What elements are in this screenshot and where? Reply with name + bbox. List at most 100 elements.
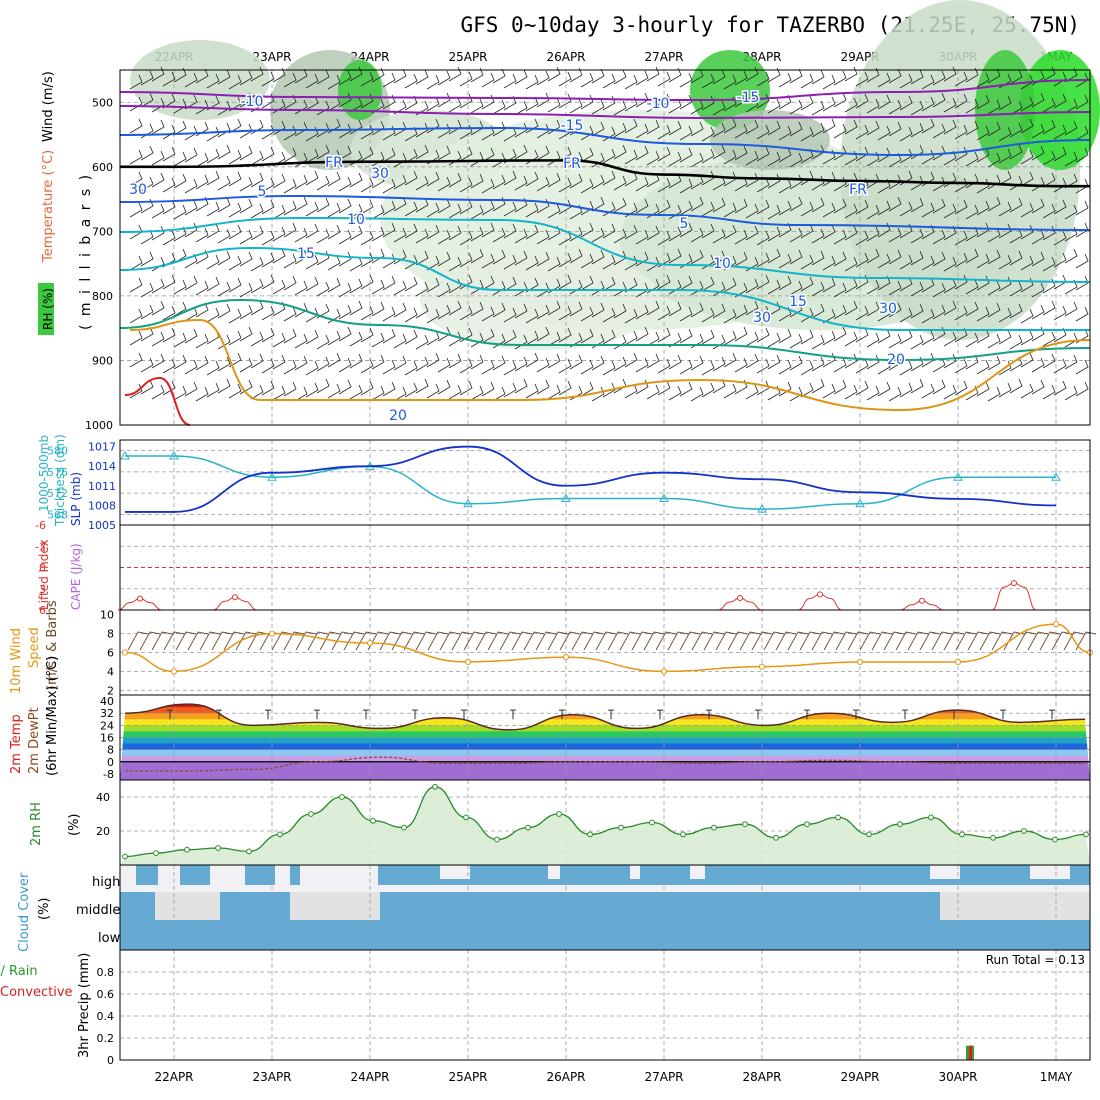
wind-barb: [822, 202, 836, 218]
wind-barb: [503, 360, 517, 376]
wind-barb: [569, 279, 583, 295]
wind-barb: [1042, 203, 1056, 219]
wind-barb: [426, 96, 440, 112]
wind-barb: [525, 352, 539, 368]
wind-barb: [668, 248, 682, 264]
wind-barb: [371, 354, 385, 370]
rh-marker: [649, 819, 655, 826]
contour-label: 30: [879, 301, 897, 317]
wind-barb: [283, 178, 297, 194]
wind-barb: [536, 304, 550, 320]
wind-speed-axis-title: Speed: [27, 627, 42, 668]
wind-barb: [371, 120, 385, 136]
wind-barb: [679, 222, 693, 238]
wind-barb: [679, 275, 693, 291]
wind-barb: [558, 380, 572, 396]
wind-barb: [591, 68, 605, 84]
wind-barb: [305, 201, 319, 217]
wind-barb: [415, 175, 429, 191]
wind-barb: [800, 360, 814, 376]
wind-barb: [558, 71, 572, 87]
barb-10m: [175, 631, 197, 651]
wind-barb: [492, 249, 506, 265]
wind-barb: [910, 122, 924, 138]
wind-barb: [470, 151, 484, 167]
wind-barb: [558, 177, 572, 193]
cloud-cells: [120, 865, 1090, 950]
wind-barb: [448, 300, 462, 316]
lifted-index-panel: -6 -3 0 3 6: [35, 519, 1091, 617]
wind-barb: [756, 380, 770, 396]
wind-barb: [811, 356, 825, 372]
barb-10m: [475, 631, 497, 651]
wind-barb: [338, 282, 352, 298]
wind-barb: [1009, 356, 1023, 372]
wind-barb: [800, 170, 814, 186]
wind-barb: [756, 199, 770, 215]
wind-barb: [954, 124, 968, 140]
wind-barb: [459, 380, 473, 396]
wind-barb: [503, 382, 517, 398]
wind-barb: [800, 329, 814, 345]
temp-band: [120, 725, 1090, 732]
top-date-27APR: 27APR: [644, 50, 683, 64]
temp-band: [120, 719, 1090, 726]
wind-barb: [580, 125, 594, 141]
bottom-date-axis: 22APR 23APR 24APR 25APR 26APR 27APR 28APR 29APR…: [154, 1070, 1072, 1084]
wind-barb: [943, 300, 957, 316]
wind-barb: [140, 251, 154, 267]
wind-barb: [162, 199, 176, 215]
wind-barb: [184, 275, 198, 291]
wind-barb: [866, 354, 880, 370]
wind-barb: [976, 275, 990, 291]
wind-axis-title: Wind (m/s): [41, 71, 56, 142]
wind-barb: [690, 196, 704, 212]
cloud-mid-cell-6: [720, 892, 940, 920]
temp-grid: [120, 695, 1090, 780]
wind-barb: [250, 225, 264, 241]
wind-barb: [657, 358, 671, 374]
wind-barb: [272, 248, 286, 264]
wind-barb: [525, 118, 539, 134]
barb-10m: [871, 631, 893, 651]
rh-marker: [897, 821, 903, 828]
wind-barb: [613, 197, 627, 213]
wind-barb: [778, 253, 792, 269]
wind-barb: [767, 98, 781, 114]
wind-barb: [910, 281, 924, 297]
wind-barb: [602, 148, 616, 164]
barb-10m: [931, 631, 953, 651]
wind-barb: [899, 276, 913, 292]
wind-barb: [195, 355, 209, 371]
wind-barb: [734, 326, 748, 342]
wind-barb: [646, 66, 660, 82]
wind-barb: [228, 277, 242, 293]
wind-barb: [690, 174, 704, 190]
wind-barb: [899, 329, 913, 345]
y-tick-label: 1005: [88, 519, 116, 532]
wind-barb: [1020, 352, 1034, 368]
wind-barb: [679, 306, 693, 322]
wind-barb: [558, 252, 572, 268]
wind-barb: [789, 249, 803, 265]
wind-barb: [701, 148, 715, 164]
li-axis-title: Lifted Index: [37, 539, 51, 610]
wind-barb: [679, 178, 693, 194]
wind-barb: [261, 274, 275, 290]
wind-barb: [932, 70, 946, 86]
wind-speed-marker: [758, 663, 766, 670]
temp-lines: [124, 703, 1086, 772]
barb-10m: [619, 631, 641, 651]
wind-barb: [1031, 145, 1045, 161]
wind-barb: [1064, 354, 1078, 370]
isotherm-7: [129, 318, 1091, 412]
wind-barb: [613, 228, 627, 244]
barb-10m: [343, 631, 365, 651]
rh-marker: [835, 814, 841, 821]
barb-10m: [187, 631, 209, 651]
wind-barb: [151, 66, 165, 82]
y-tick-label: 500: [92, 96, 113, 109]
rh-marker: [432, 783, 438, 790]
wind-barb: [228, 255, 242, 271]
wind-barb: [668, 354, 682, 370]
